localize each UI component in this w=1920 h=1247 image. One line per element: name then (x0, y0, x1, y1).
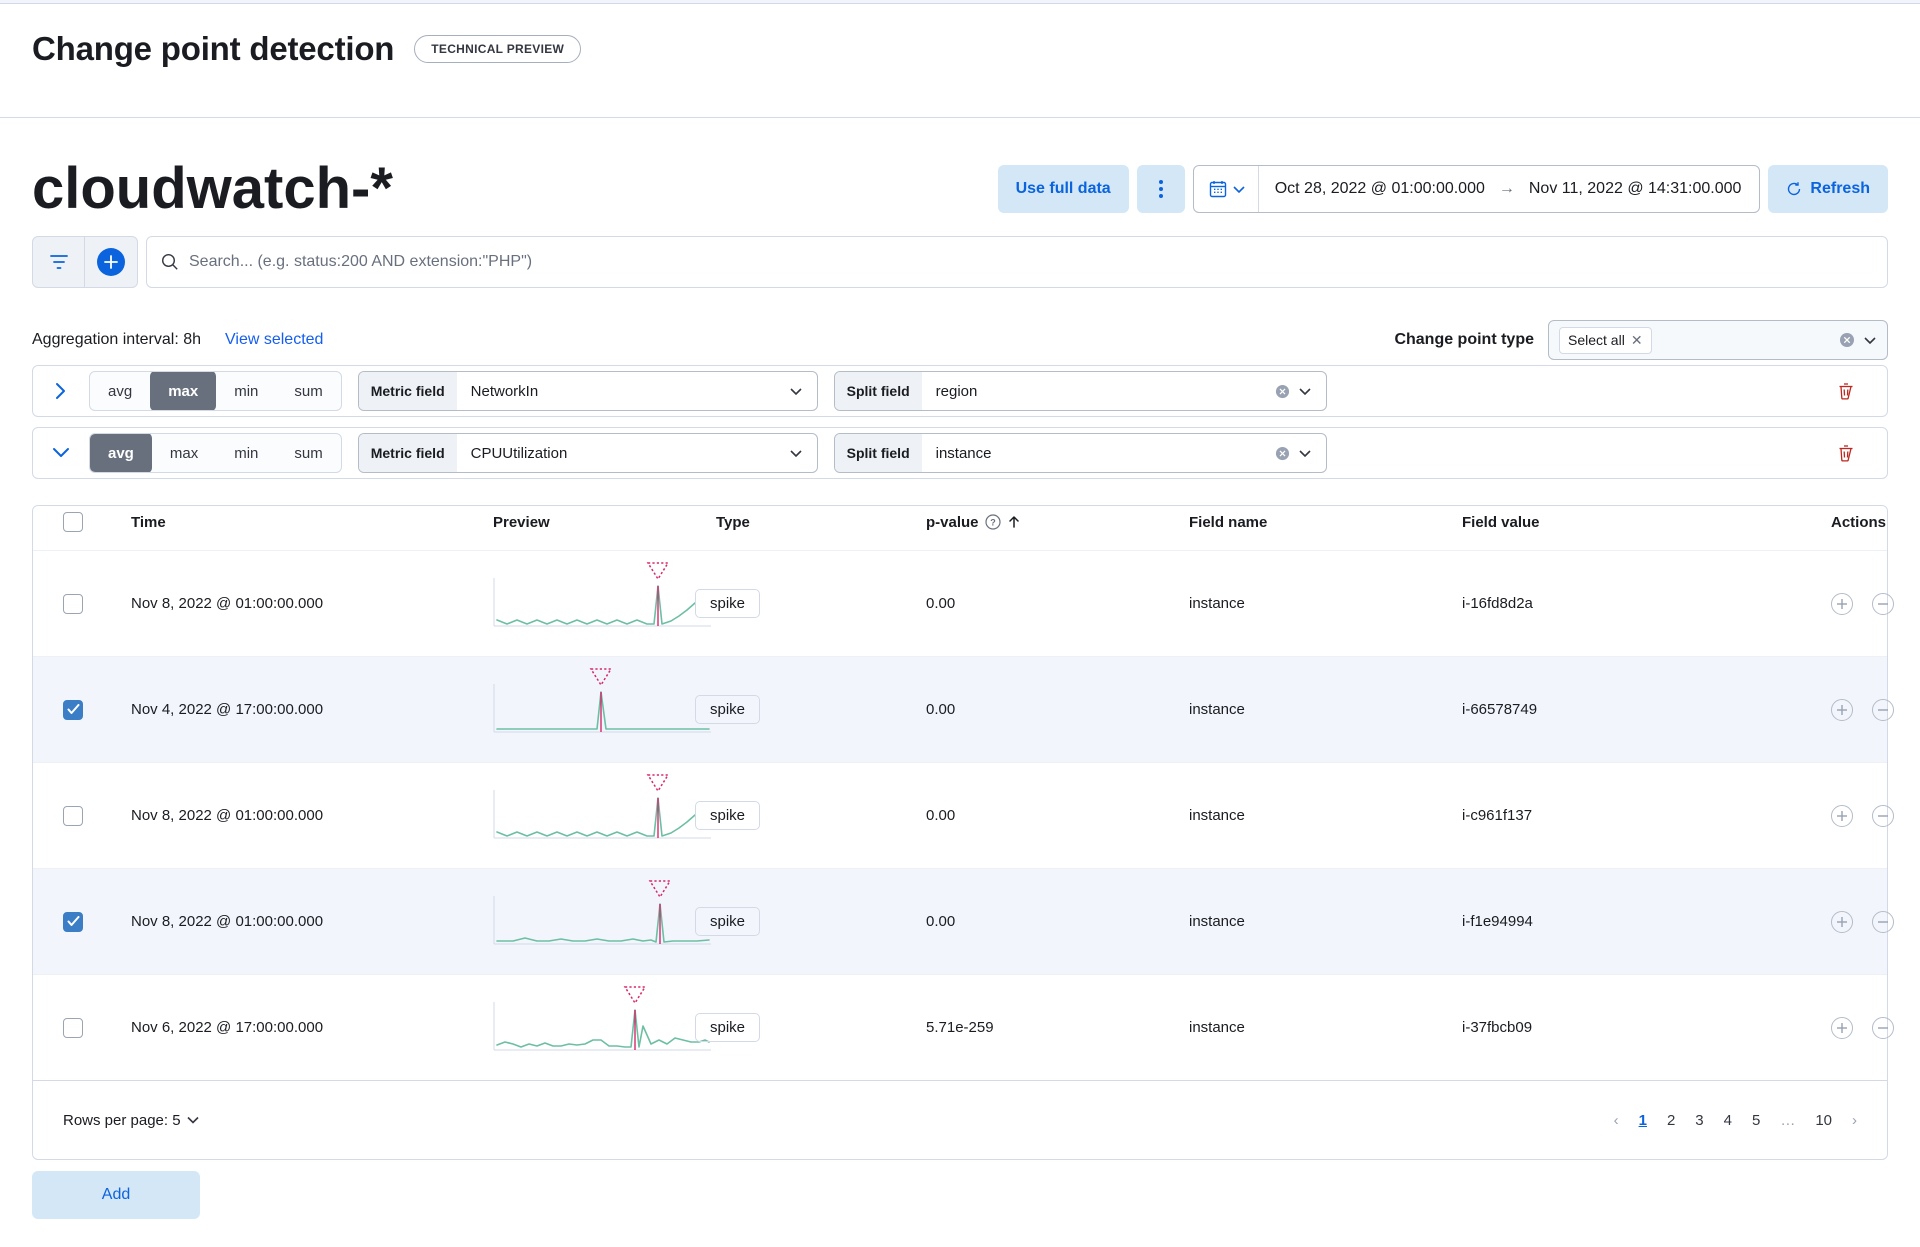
svg-text:?: ? (990, 518, 996, 528)
